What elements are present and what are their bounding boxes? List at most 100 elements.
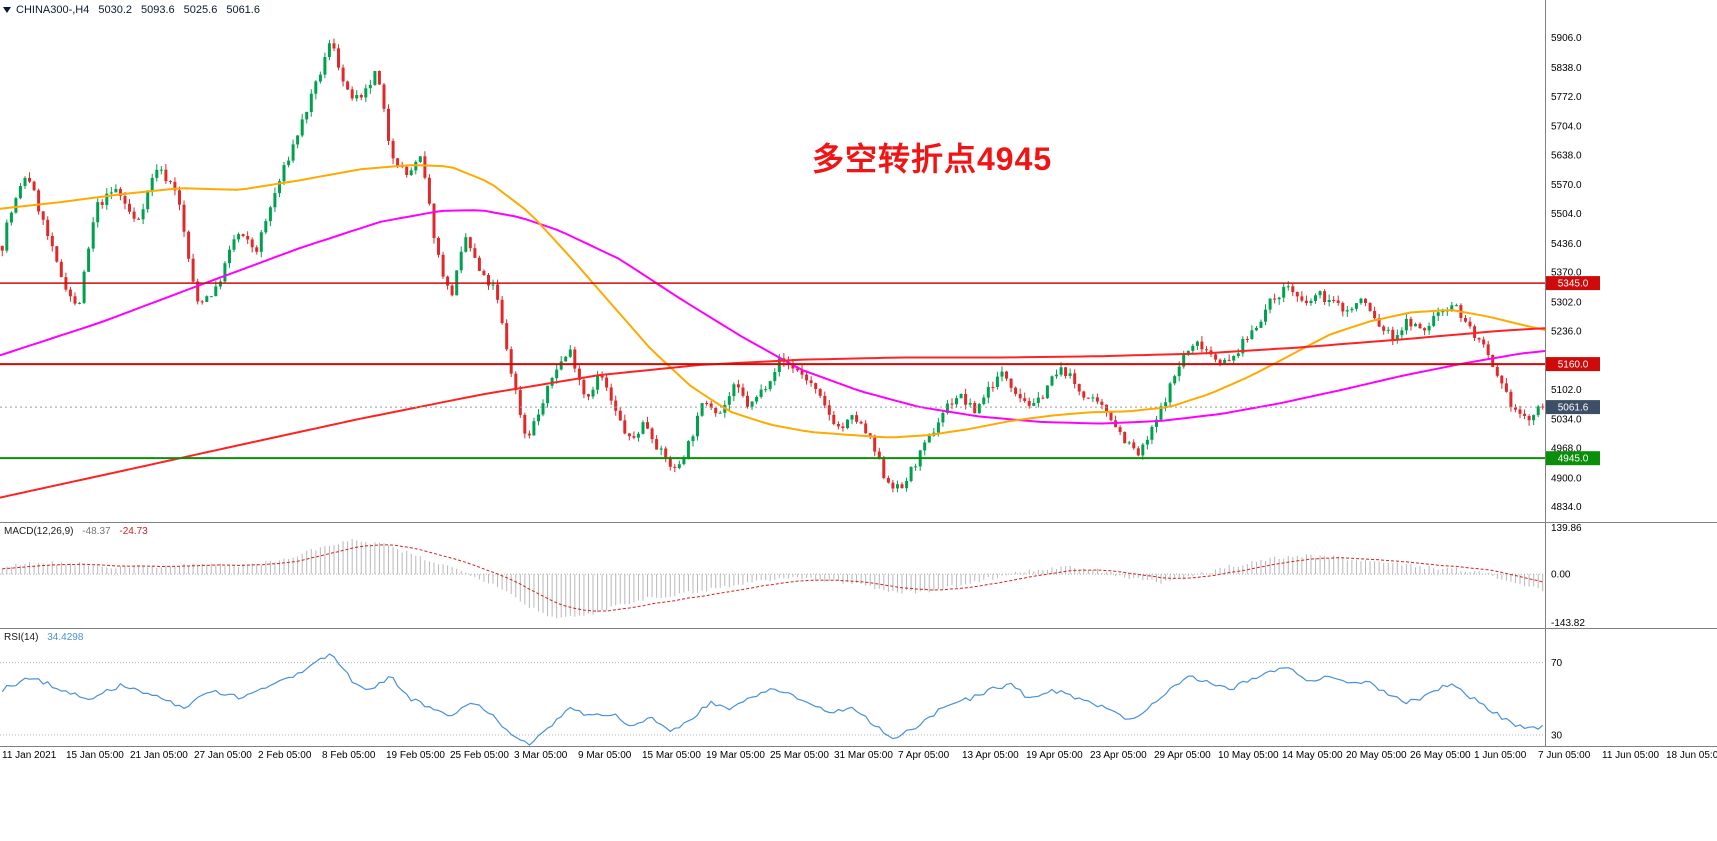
candle (1414, 322, 1417, 327)
candle (964, 388, 968, 410)
candle (1018, 388, 1022, 403)
candle (709, 400, 713, 410)
candle (246, 231, 250, 244)
rsi-axis-label: 30 (1551, 730, 1563, 741)
candle (614, 395, 618, 416)
candle (541, 399, 545, 417)
candle (232, 234, 236, 253)
candle (955, 395, 958, 408)
candle (82, 269, 86, 304)
time-axis-label: 18 Jun 05:00 (1666, 750, 1717, 761)
candle (359, 93, 363, 101)
time-axis-label: 9 Mar 05:00 (578, 750, 632, 761)
candle (591, 386, 595, 400)
candle (532, 417, 536, 436)
candle (959, 393, 963, 399)
candle (673, 463, 677, 473)
candle (896, 480, 899, 493)
candle (891, 479, 895, 493)
candle (1100, 399, 1104, 410)
price-tick-label: 5838.0 (1551, 63, 1582, 74)
candle (1068, 368, 1072, 379)
candle (1359, 297, 1363, 305)
candle (68, 286, 72, 302)
candle (1304, 295, 1308, 306)
candle (1055, 369, 1058, 379)
candle (1050, 375, 1054, 387)
time-axis-label: 11 Jan 2021 (2, 750, 57, 761)
candle (364, 84, 368, 102)
candle (1245, 336, 1249, 343)
candle (437, 236, 440, 258)
candle (814, 382, 818, 394)
candle (141, 203, 145, 225)
ma-red-long (0, 327, 1546, 499)
candle (1014, 386, 1018, 397)
candle (278, 178, 281, 198)
candle (577, 365, 581, 386)
macd-label: MACD(12,26,9) (4, 526, 74, 537)
candle (768, 380, 772, 392)
chart-symbol-icon (3, 7, 11, 13)
candle (218, 279, 222, 290)
candle (1345, 305, 1349, 317)
candle (682, 455, 686, 466)
candle (1277, 296, 1281, 305)
price-badge: 5345.0 (1546, 276, 1600, 291)
macd-indicator-header: MACD(12,26,9) -48.37 -24.73 (4, 526, 154, 537)
candle (414, 160, 418, 175)
candle (636, 431, 640, 442)
candle (441, 251, 445, 279)
candle (1518, 405, 1522, 418)
macd-main-value: -48.37 (82, 526, 111, 537)
candle (1432, 311, 1436, 328)
candle (64, 272, 68, 292)
price-tick-label: 5638.0 (1551, 150, 1582, 161)
candle (1000, 366, 1004, 382)
price-tick-label: 5102.0 (1551, 385, 1582, 396)
candle (1318, 290, 1322, 299)
time-axis-label: 19 Feb 05:00 (386, 750, 445, 761)
time-axis-label: 14 May 05:00 (1282, 750, 1343, 761)
symbol-header: CHINA300-,H4 5030.2 5093.6 5025.6 5061.6 (3, 4, 264, 16)
candle (1145, 436, 1149, 450)
candle (1409, 316, 1413, 331)
candle (941, 410, 945, 427)
candle (1223, 358, 1227, 364)
price-tick-label: 5034.0 (1551, 415, 1582, 426)
candle (609, 383, 613, 405)
candle (28, 172, 31, 184)
candle (18, 183, 22, 200)
candle (409, 167, 413, 176)
candle (268, 205, 272, 227)
candle (1282, 282, 1286, 303)
candle (296, 135, 300, 149)
candle (264, 218, 268, 235)
candle (918, 449, 922, 471)
candle (1073, 369, 1077, 389)
candle (750, 401, 754, 410)
macd-signal-value: -24.73 (119, 526, 148, 537)
time-axis-label: 1 Jun 05:00 (1474, 750, 1527, 761)
candle (341, 64, 345, 87)
candle (173, 177, 177, 196)
candle (650, 427, 654, 444)
candle (1482, 336, 1486, 348)
macd-axis-label: 139.86 (1551, 523, 1582, 534)
candle (1509, 389, 1513, 412)
candle (873, 434, 877, 457)
candle (91, 217, 95, 252)
candle (1350, 307, 1354, 313)
candle (337, 44, 340, 71)
time-axis-label: 25 Mar 05:00 (770, 750, 829, 761)
candle (909, 466, 913, 483)
candle (1491, 354, 1495, 368)
candle (1504, 378, 1508, 393)
candle (1082, 390, 1086, 401)
candle (1386, 326, 1390, 334)
candle (346, 80, 350, 90)
candle (87, 246, 91, 272)
candle (100, 199, 104, 209)
candle (482, 269, 486, 276)
